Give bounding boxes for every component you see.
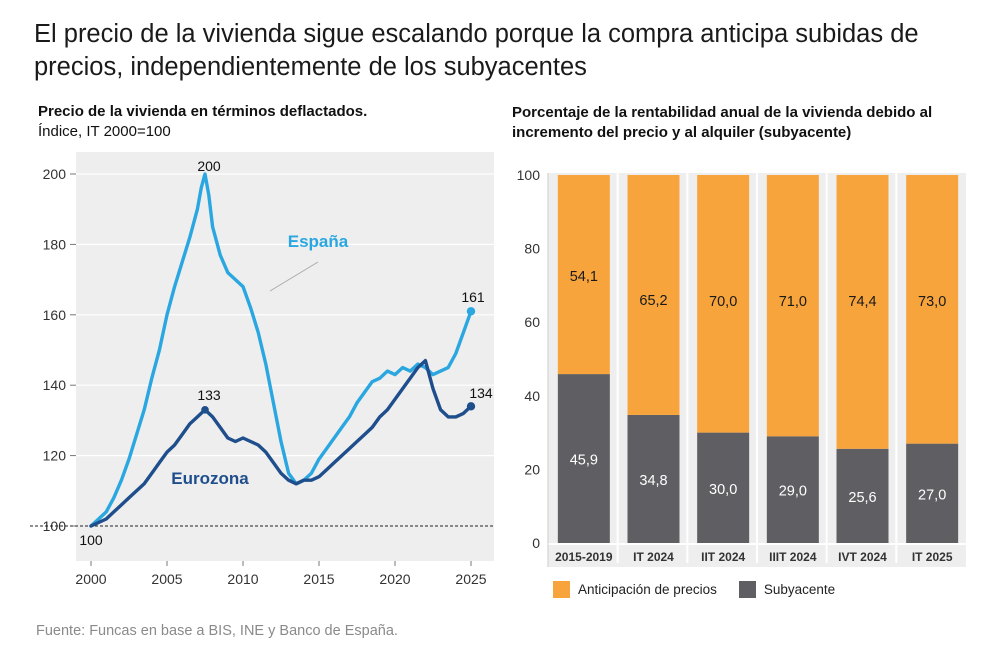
bar-label-anticipacion: 54,1 [570,269,598,285]
y-tick-label: 140 [43,377,67,393]
bar-y-tick-label: 60 [524,314,540,330]
bar-anticipacion [627,175,680,415]
series-line-eurozona [89,358,473,528]
bar-y-tick-label: 80 [524,241,540,257]
series-end-dot [466,307,476,316]
bar-label-subyacente: 29,0 [779,484,807,500]
value-annotation: 200 [197,158,221,174]
y-tick-label: 180 [43,236,67,252]
x-tick-label: 2025 [455,571,486,587]
legend-item-subyacente: Subyacente [738,581,836,598]
legend-item-anticipacion: Anticipación de precios [553,581,717,598]
value-annotation: 100 [79,532,103,548]
bar-category-label: IT 2024 [633,550,674,564]
bar-label-subyacente: 30,0 [709,482,737,498]
bar-label-subyacente: 27,0 [918,487,946,503]
bar-label-anticipacion: 70,0 [709,294,737,310]
espana-label-leader [269,261,319,292]
series-line-espana [89,172,473,528]
bar-category-label: 2015-2019 [555,550,613,564]
y-tick-label: 100 [43,518,67,534]
bar-anticipacion [766,175,819,437]
bar-anticipacion [697,175,750,433]
bar-subyacente [697,432,750,543]
bar-label-anticipacion: 73,0 [918,294,946,310]
series-end-dot [466,402,476,411]
bar-subyacente [836,448,889,543]
bar-label-anticipacion: 71,0 [779,294,807,310]
bar-subyacente [557,374,610,543]
bar-y-tick-label: 20 [524,461,540,477]
value-annotation: 133 [197,387,221,403]
value-annotation: 134 [469,385,493,401]
legend-swatch-anticipacion [553,581,570,598]
x-tick-label: 2015 [303,571,334,587]
bar-y-tick-label: 40 [524,388,540,404]
bar-anticipacion [836,175,889,449]
bar-subyacente [766,436,819,543]
main-title: El precio de la vivienda sigue escalando… [34,20,919,81]
y-tick-label: 200 [43,166,67,182]
x-tick-label: 2010 [227,571,258,587]
bar-label-subyacente: 25,6 [848,490,876,506]
series-label-eurozona: Eurozona [171,469,249,488]
bar-category-label: IIT 2024 [701,550,745,564]
bar-label-anticipacion: 65,2 [639,293,667,309]
left-chart-subtitle: Índice, IT 2000=100 [38,123,171,140]
legend-label-subyacente: Subyacente [763,582,836,597]
bar-anticipacion [557,175,610,375]
right-chart-title: Porcentaje de la rentabilidad anual de l… [512,104,933,141]
eurozona-peak-dot [201,406,209,414]
bar-category-label: IVT 2024 [838,550,887,564]
y-tick-label: 120 [43,448,67,464]
bar-y-tick-label: 100 [517,167,541,183]
x-tick-label: 2000 [75,571,106,587]
value-annotation: 161 [461,289,485,305]
bar-subyacente [627,414,680,543]
source-note: Fuente: Funcas en base a BIS, INE y Banc… [36,623,398,639]
line-plot-area [76,152,494,561]
y-tick-label: 160 [43,307,67,323]
bar-label-anticipacion: 74,4 [848,294,876,310]
bar-y-tick-label: 0 [532,535,540,551]
bar-label-subyacente: 45,9 [570,453,598,469]
x-tick-label: 2020 [379,571,410,587]
bar-label-subyacente: 34,8 [639,473,667,489]
series-label-espana: España [288,232,349,251]
legend-label-anticipacion: Anticipación de precios [578,582,717,597]
left-chart-title: Precio de la vivienda en términos deflac… [38,103,368,120]
bar-subyacente [906,443,959,543]
bar-anticipacion [906,175,959,444]
bar-legend: Anticipación de precios Subyacente [553,581,857,598]
x-tick-label: 2005 [151,571,182,587]
legend-swatch-subyacente [738,581,756,598]
bar-category-label: IT 2025 [912,550,953,564]
bar-category-label: IIIT 2024 [769,550,817,564]
